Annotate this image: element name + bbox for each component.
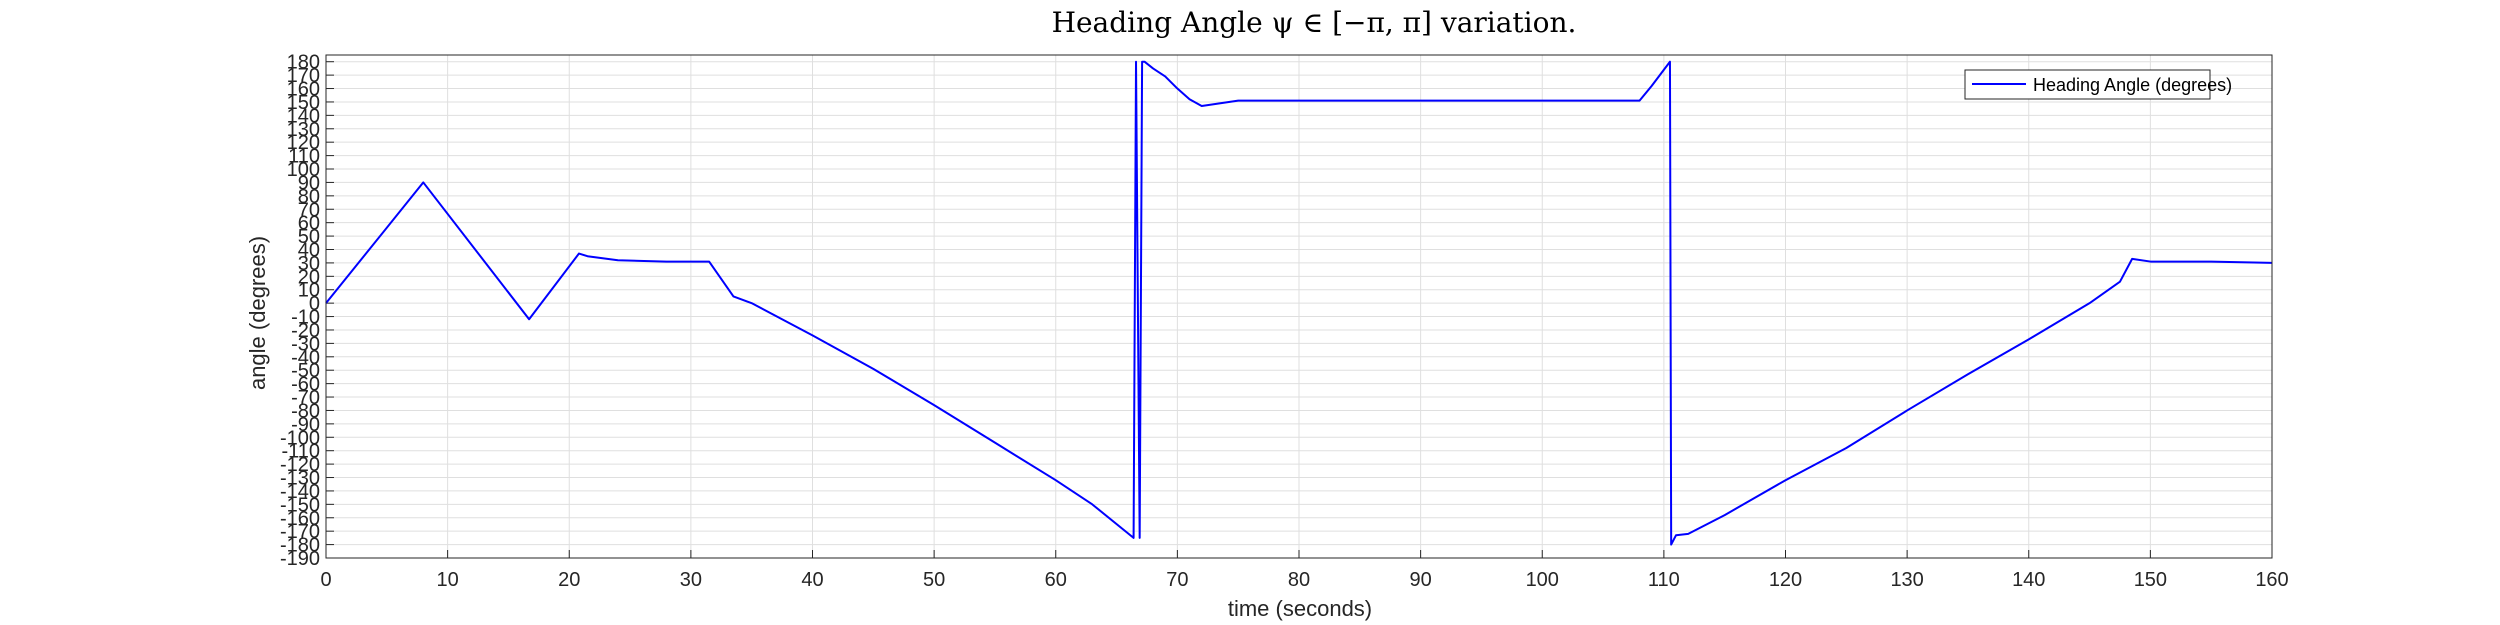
axes-box <box>325 54 2273 559</box>
x-tick-label: 90 <box>1410 569 1432 591</box>
x-tick-label: 60 <box>1045 569 1067 591</box>
y-tick-label: -120 <box>280 454 320 476</box>
legend-label: Heading Angle (degrees) <box>2033 75 2232 95</box>
y-tick-label: -20 <box>291 320 320 342</box>
y-axis-label: angle (degrees) <box>245 236 270 390</box>
y-tick-label: 10 <box>298 280 320 302</box>
x-tick-labels: 0 10 20 30 40 50 60 70 80 90 100 110 120 130 140 150 160 <box>320 569 2288 591</box>
x-axis-label: time (seconds) <box>1228 596 1372 621</box>
x-tick-label: 140 <box>2012 569 2045 591</box>
x-tick-label: 70 <box>1166 569 1188 591</box>
series-line-heading-angle <box>325 60 2273 546</box>
x-tick-label: 160 <box>2255 569 2288 591</box>
x-tick-label: 50 <box>923 569 945 591</box>
x-tick-label: 80 <box>1288 569 1310 591</box>
x-tick-label: 150 <box>2134 569 2167 591</box>
y-tick-label: -10 <box>291 307 320 329</box>
y-tick-label: 20 <box>298 266 320 288</box>
legend: Heading Angle (degrees) <box>1964 69 2232 100</box>
y-tick-label: 60 <box>298 213 320 235</box>
x-tick-label: 20 <box>558 569 580 591</box>
y-tick-label: 40 <box>298 239 320 261</box>
y-tick-label: -100 <box>280 427 320 449</box>
y-tick-label: 170 <box>287 65 320 87</box>
x-tick-label: 120 <box>1769 569 1802 591</box>
x-tick-label: 0 <box>320 569 331 591</box>
x-tick-label: 10 <box>437 569 459 591</box>
y-tick-label: -160 <box>280 508 320 530</box>
y-tick-label: -30 <box>291 333 320 355</box>
y-tick-label: 180 <box>287 52 320 74</box>
y-tick-label: -190 <box>280 548 320 570</box>
y-tick-label: -130 <box>280 468 320 490</box>
y-tick-label: 80 <box>298 186 320 208</box>
y-tick-label: 0 <box>309 293 320 315</box>
y-tick-label: 150 <box>287 92 320 114</box>
y-tick-label: -50 <box>291 360 320 382</box>
y-tick-label: -110 <box>281 441 320 463</box>
y-tick-label: 70 <box>298 199 320 221</box>
y-tick-label: 160 <box>287 79 320 101</box>
chart-title: Heading Angle ψ ∈ [−π, π] variation. <box>1052 6 1577 39</box>
y-tick-label: -180 <box>280 535 320 557</box>
y-tick-label: -70 <box>291 387 320 409</box>
y-tick-label: -140 <box>280 481 320 503</box>
axis-ticks <box>325 61 2273 559</box>
y-tick-label: 100 <box>287 159 320 181</box>
y-tick-label: 50 <box>298 226 320 248</box>
y-tick-label: -40 <box>291 347 320 369</box>
y-tick-label: 110 <box>288 146 320 168</box>
y-tick-label: 90 <box>298 172 320 194</box>
y-tick-label: 120 <box>287 132 320 154</box>
y-tick-labels: -190-180-170-160-150-140-130-120-110-100… <box>280 52 320 570</box>
x-tick-label: 130 <box>1890 569 1923 591</box>
x-tick-label: 30 <box>680 569 702 591</box>
y-tick-label: -60 <box>291 374 320 396</box>
y-tick-label: -170 <box>280 521 320 543</box>
y-tick-label: -80 <box>291 400 320 422</box>
x-tick-label: 40 <box>801 569 823 591</box>
y-tick-label: -90 <box>291 414 320 436</box>
y-tick-label: 130 <box>287 119 320 141</box>
y-tick-label: 30 <box>298 253 320 275</box>
x-tick-label: 110 <box>1648 569 1680 591</box>
x-tick-label: 100 <box>1526 569 1559 591</box>
y-tick-label: -150 <box>280 494 320 516</box>
y-tick-label: 140 <box>287 105 320 127</box>
